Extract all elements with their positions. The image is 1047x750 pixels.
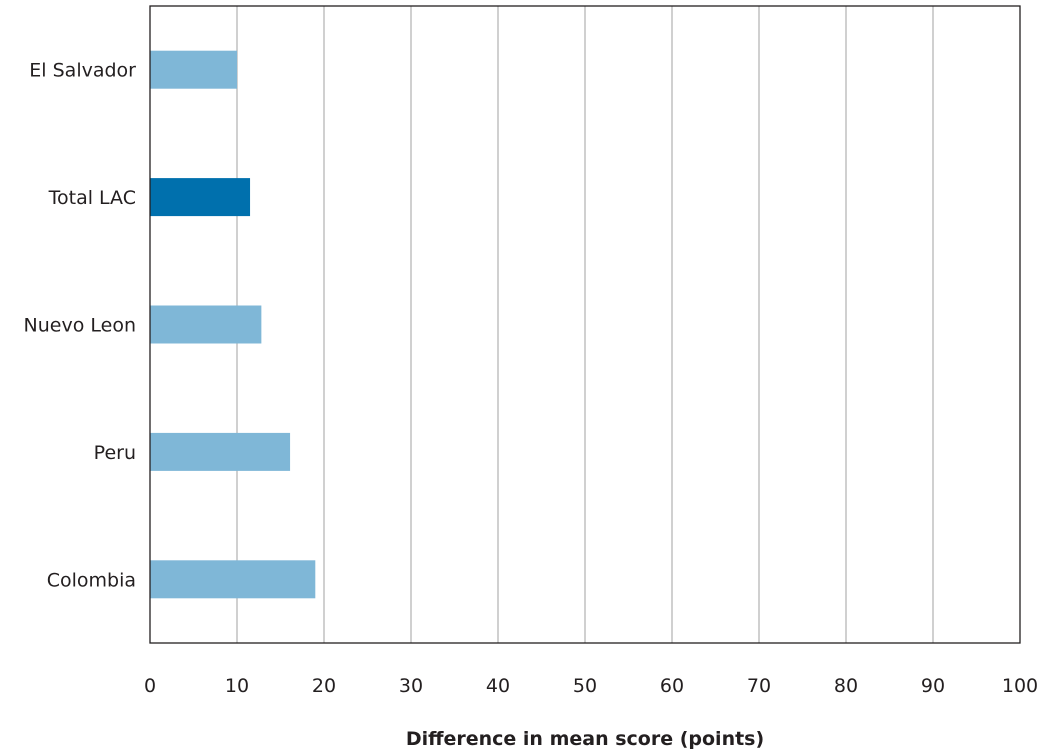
gridlines (236, 6, 934, 643)
x-tick-labels: 0 10 20 30 40 50 60 70 80 90 100 (144, 675, 1038, 697)
category-label: El Salvador (29, 60, 136, 82)
category-label: Colombia (47, 569, 136, 591)
bar (150, 50, 237, 89)
category-label: Total LAC (48, 187, 136, 209)
x-tick-label: 90 (921, 675, 945, 697)
bar (150, 560, 316, 599)
x-tick-label: 20 (312, 675, 336, 697)
category-label: Peru (94, 442, 136, 464)
bar (150, 432, 291, 471)
category-label: Nuevo Leon (24, 315, 136, 337)
bar (150, 178, 251, 217)
x-tick-label: 100 (1002, 675, 1038, 697)
x-axis-title: Difference in mean score (points) (406, 728, 764, 750)
category-labels: El Salvador Total LAC Nuevo Leon Peru Colomb… (24, 60, 137, 592)
x-tick-label: 70 (747, 675, 771, 697)
x-tick-label: 80 (834, 675, 858, 697)
x-tick-label: 0 (144, 675, 156, 697)
x-tick-label: 50 (573, 675, 597, 697)
x-tick-label: 10 (225, 675, 249, 697)
x-tick-label: 40 (486, 675, 510, 697)
bar (150, 305, 262, 344)
plot-area-frame (149, 5, 1021, 644)
bars (150, 50, 316, 599)
x-tick-label: 60 (660, 675, 684, 697)
x-tick-label: 30 (399, 675, 423, 697)
